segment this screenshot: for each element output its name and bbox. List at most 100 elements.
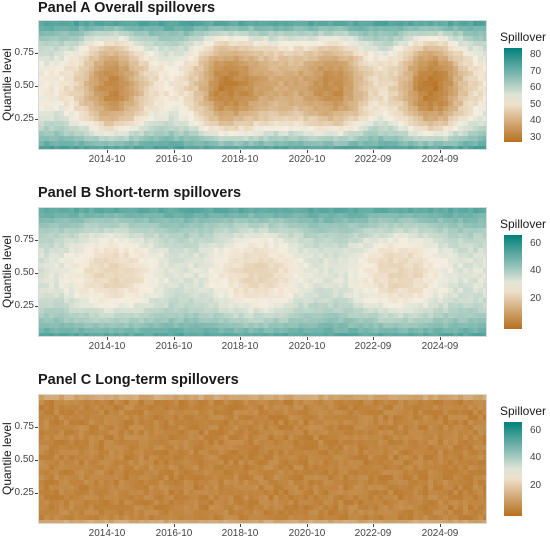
heatmap-cell [43, 430, 50, 436]
heatmap-cell [433, 253, 439, 259]
heatmap-cell [368, 298, 374, 304]
heatmap-cell [78, 21, 85, 27]
heatmap-cell [223, 218, 230, 224]
heatmap-cell [328, 31, 334, 37]
heatmap-cell [198, 308, 205, 314]
heatmap-cell [53, 430, 60, 436]
heatmap-cell [63, 500, 70, 506]
heatmap-cell [448, 86, 454, 92]
heatmap-cell [293, 76, 300, 82]
heatmap-cell [438, 213, 444, 219]
heatmap-cell [48, 505, 55, 511]
heatmap-cell [393, 101, 399, 107]
heatmap-cell [323, 213, 329, 219]
heatmap-cell [253, 71, 260, 77]
heatmap-cell [238, 116, 245, 122]
heatmap-cell [203, 228, 210, 234]
heatmap-cell [463, 76, 469, 82]
heatmap-cell [403, 21, 409, 27]
heatmap-cell [468, 273, 474, 279]
heatmap-cell [128, 283, 135, 289]
heatmap-cell [363, 318, 369, 324]
heatmap-cell [173, 248, 180, 254]
heatmap-cell [63, 238, 70, 244]
heatmap-cell [188, 218, 195, 224]
heatmap-cell [188, 268, 195, 274]
heatmap-cell [58, 136, 65, 142]
heatmap-cell [338, 268, 344, 274]
heatmap-cell [288, 333, 295, 336]
heatmap-cell [208, 278, 215, 284]
heatmap-cell [273, 91, 280, 97]
heatmap-cell [483, 238, 486, 244]
heatmap-cell [298, 126, 305, 132]
heatmap-cell [143, 121, 150, 127]
heatmap-cell [428, 46, 434, 52]
heatmap-cell [218, 258, 225, 264]
heatmap-cell [373, 248, 379, 254]
heatmap-cell [393, 213, 399, 219]
heatmap-cell [438, 51, 444, 57]
heatmap-cell [313, 303, 319, 309]
heatmap-cell [148, 106, 155, 112]
heatmap-cell [198, 268, 205, 274]
heatmap-cell [313, 136, 319, 142]
heatmap-cell [328, 41, 334, 47]
heatmap-cell [178, 313, 185, 319]
heatmap-cell [398, 51, 404, 57]
heatmap-cell [313, 126, 319, 132]
heatmap-cell [403, 303, 409, 309]
heatmap-cell [203, 81, 210, 87]
heatmap-cell [148, 313, 155, 319]
heatmap-cell [263, 131, 270, 137]
heatmap-cell [68, 101, 75, 107]
heatmap-cell [283, 66, 290, 72]
heatmap-cell [368, 76, 374, 82]
heatmap-cell [478, 283, 484, 289]
heatmap-cell [78, 248, 85, 254]
heatmap-cell [118, 263, 125, 269]
heatmap-cell [223, 96, 230, 102]
heatmap-cell [68, 51, 75, 57]
heatmap-cell [228, 21, 235, 27]
heatmap-cell [318, 313, 324, 319]
heatmap-cell [248, 66, 255, 72]
heatmap-cell [428, 131, 434, 137]
heatmap-cell [48, 313, 55, 319]
heatmap-cell [39, 333, 45, 336]
heatmap-cell [328, 81, 334, 87]
heatmap-cell [233, 111, 240, 117]
heatmap-cell [148, 86, 155, 92]
heatmap-cell [83, 288, 90, 294]
heatmap-cell [203, 293, 210, 299]
heatmap-cell [143, 61, 150, 67]
heatmap-cell [418, 308, 424, 314]
heatmap-cell [88, 333, 95, 336]
heatmap-cell [448, 121, 454, 127]
heatmap-cell [308, 263, 314, 269]
heatmap-cell [108, 298, 115, 304]
heatmap-cell [458, 213, 464, 219]
heatmap-cell [193, 106, 200, 112]
heatmap-cell [238, 278, 245, 284]
heatmap-cell [73, 293, 80, 299]
heatmap-cell [408, 61, 414, 67]
heatmap-cell [438, 111, 444, 117]
heatmap-cell [138, 288, 145, 294]
heatmap-cell [453, 31, 459, 37]
heatmap-cell [368, 141, 374, 147]
heatmap-cell [53, 515, 60, 521]
heatmap-cell [43, 81, 50, 87]
heatmap-cell [338, 298, 344, 304]
heatmap-cell [173, 258, 180, 264]
heatmap-cell [73, 208, 80, 214]
heatmap-cell [363, 71, 369, 77]
heatmap-cell [268, 46, 275, 52]
heatmap-cell [93, 288, 100, 294]
heatmap-cell [48, 430, 55, 436]
heatmap-cell [148, 213, 155, 219]
heatmap-cell [438, 238, 444, 244]
heatmap-cell [93, 141, 100, 147]
heatmap-cell [398, 111, 404, 117]
heatmap-cell [203, 51, 210, 57]
